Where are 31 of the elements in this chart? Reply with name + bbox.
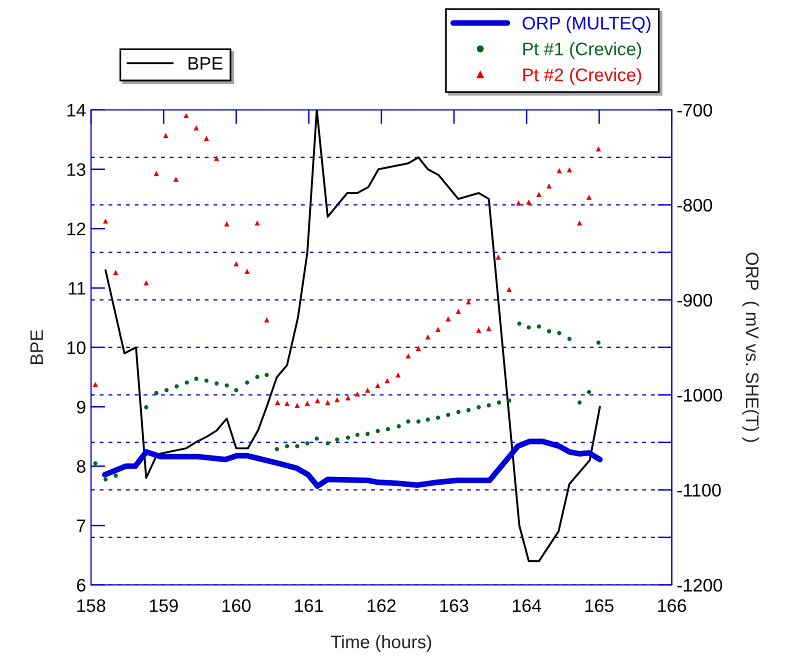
legend-label: Pt #2 (Crevice) xyxy=(523,68,642,85)
x-tick-label: 158 xyxy=(77,599,106,612)
x-tick-label: 164 xyxy=(512,599,542,612)
y2-tick-label: -700 xyxy=(677,104,712,117)
y-tick-label: 8 xyxy=(76,460,86,473)
x-tick-label: 160 xyxy=(222,599,251,612)
x-axis-title: Time (hours) xyxy=(330,635,432,652)
y-tick-label: 14 xyxy=(67,104,86,116)
y-tick-label: 7 xyxy=(77,520,86,532)
y-tick-label: 13 xyxy=(67,163,86,176)
y-tick-label: 11 xyxy=(68,282,86,295)
y2-tick-label: -800 xyxy=(677,198,712,212)
y-tick-label: 10 xyxy=(67,341,86,354)
legend-label: ORP (MULTEQ) xyxy=(522,16,650,34)
legend-label: Pt #1 (Crevice) xyxy=(523,42,642,59)
y-tick-label: 9 xyxy=(76,400,86,414)
x-tick-label: 159 xyxy=(150,599,178,612)
x-tick-label: 165 xyxy=(585,599,614,612)
y2-axis-title: ORP ( mV vs. SHE(T) ) xyxy=(742,252,760,442)
x-tick-label: 166 xyxy=(658,599,686,612)
x-tick-label: 163 xyxy=(440,599,468,612)
y-axis-title: BPE xyxy=(30,330,43,364)
x-tick-label: 162 xyxy=(368,599,396,612)
y2-tick-label: -1000 xyxy=(677,388,722,402)
y2-tick-label: -1200 xyxy=(677,578,722,592)
y2-tick-label: -900 xyxy=(677,294,712,307)
y-tick-label: 6 xyxy=(77,578,86,592)
x-tick-label: 161 xyxy=(295,599,323,612)
y-tick-label: 12 xyxy=(67,222,86,236)
y2-tick-label: -1100 xyxy=(677,484,721,497)
legend-label: BPE xyxy=(188,57,222,70)
